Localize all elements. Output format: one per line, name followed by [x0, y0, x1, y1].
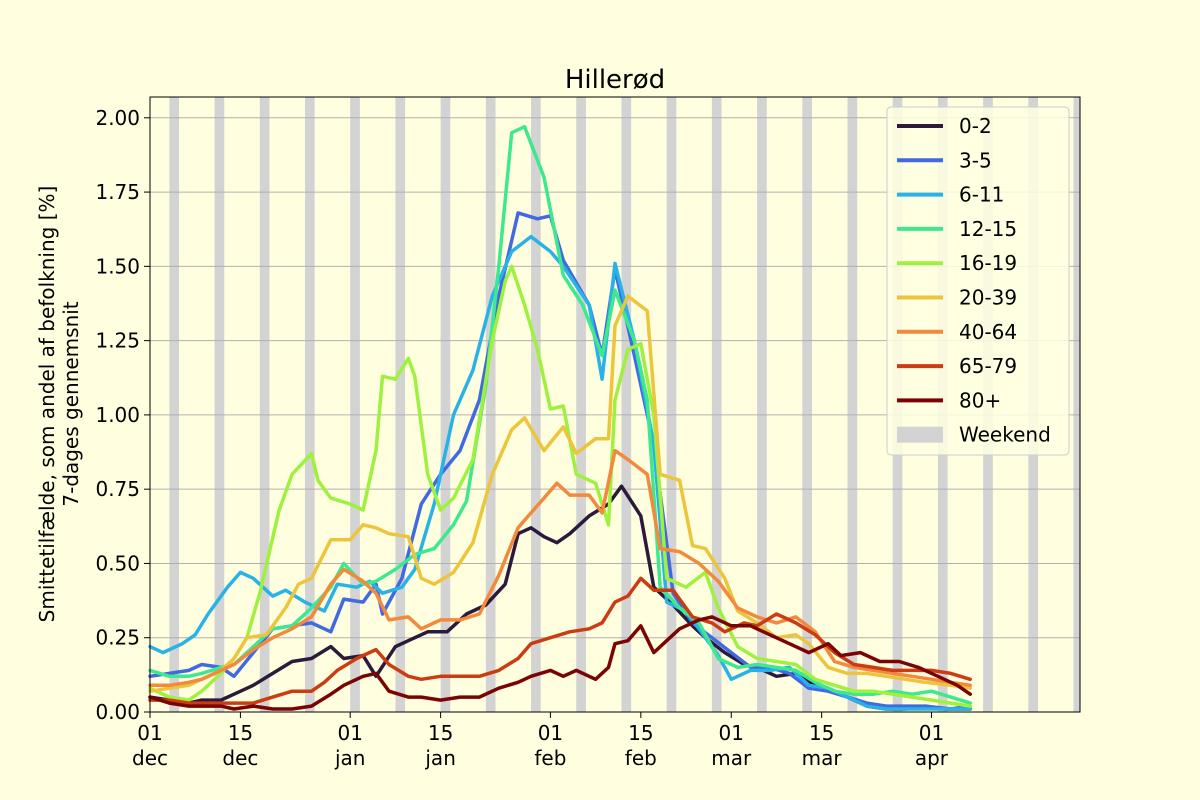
- x-tick-day-label: 01: [337, 721, 362, 745]
- legend-label-20-39: 20-39: [959, 286, 1017, 310]
- weekend-band: [395, 97, 406, 712]
- x-tick-day-label: 01: [538, 721, 563, 745]
- series-line-6-11: [148, 234, 972, 711]
- weekend-band: [169, 97, 180, 712]
- y-tick-label: 0.25: [95, 626, 140, 650]
- legend-label-0-2: 0-2: [959, 114, 992, 138]
- x-tick-day-label: 15: [228, 721, 253, 745]
- series-line-65-79: [148, 576, 972, 705]
- weekend-band: [847, 97, 858, 712]
- weekend-band: [1073, 97, 1080, 712]
- legend: 0-2 3-5 6-11 12-15 16-19 20-39 40-64 65-79 80+ We…: [886, 106, 1070, 456]
- x-tick-day-label: 15: [809, 721, 834, 745]
- legend-label-6-11: 6-11: [959, 183, 1004, 207]
- x-tick-day-label: 01: [919, 721, 944, 745]
- x-tick-month-label: jan: [424, 746, 456, 770]
- y-tick-label: 1.00: [95, 403, 140, 427]
- weekend-band: [621, 97, 632, 712]
- weekend-band: [440, 97, 451, 712]
- y-axis-title: Smittetilfælde, som andel af befolkning …: [35, 186, 83, 623]
- x-tick-month-label: feb: [534, 746, 566, 770]
- plot-frame: [149, 96, 1081, 713]
- y-tick-label: 1.25: [95, 329, 140, 353]
- y-tick-label: 0.75: [95, 477, 140, 501]
- legend-label-80+: 80+: [959, 388, 1001, 412]
- y-tick-label: 1.75: [95, 180, 140, 204]
- x-tick-month-label: dec: [132, 746, 168, 770]
- chart-title: Hillerød: [565, 65, 665, 95]
- y-tick-label: 0.50: [95, 551, 140, 575]
- legend-swatch-weekend: [897, 426, 943, 443]
- x-tick-day-label: 01: [719, 721, 744, 745]
- legend-label-12-15: 12-15: [959, 217, 1017, 241]
- weekend-band: [259, 97, 270, 712]
- legend-label-65-79: 65-79: [959, 354, 1017, 378]
- legend-label-3-5: 3-5: [959, 148, 992, 172]
- weekend-band: [485, 97, 496, 712]
- x-tick-month-label: jan: [334, 746, 366, 770]
- weekend-band: [214, 97, 225, 712]
- x-tick-day-label: 15: [428, 721, 453, 745]
- series-line-12-15: [148, 124, 972, 705]
- y-axis: 0.00 0.25 0.50 0.75 1.00 1.25 1.50 1.75 2.00: [95, 106, 150, 724]
- x-tick-month-label: mar: [711, 746, 752, 770]
- weekend-band: [350, 97, 360, 712]
- x-tick-day-label: 15: [628, 721, 653, 745]
- x-tick-day-label: 01: [137, 721, 162, 745]
- y-axis-title-line2: 7-dages gennemsnit: [59, 301, 83, 506]
- series-lines: [148, 124, 972, 711]
- y-tick-label: 1.50: [95, 254, 140, 278]
- x-axis: 01dec15dec01jan15jan01feb15feb01mar15mar…: [132, 712, 949, 770]
- x-tick-month-label: apr: [915, 746, 949, 770]
- x-tick-month-label: dec: [222, 746, 258, 770]
- x-tick-month-label: feb: [625, 746, 657, 770]
- y-tick-label: 2.00: [95, 106, 140, 130]
- weekend-band: [305, 97, 315, 712]
- weekend-band: [666, 97, 677, 712]
- weekend-band: [802, 97, 812, 712]
- weekend-band: [711, 97, 722, 712]
- legend-label-16-19: 16-19: [959, 251, 1017, 275]
- series-line-0-2: [148, 484, 972, 711]
- legend-label-40-64: 40-64: [959, 320, 1017, 344]
- y-axis-title-line1: Smittetilfælde, som andel af befolkning …: [35, 186, 59, 623]
- x-tick-month-label: mar: [802, 746, 843, 770]
- legend-label-weekend: Weekend: [959, 423, 1051, 447]
- weekend-band: [531, 97, 541, 712]
- y-tick-label: 0.00: [95, 700, 140, 724]
- weekend-band: [576, 97, 586, 712]
- series-line-16-19: [148, 264, 972, 708]
- weekend-band: [757, 97, 767, 712]
- legend-items: 0-2 3-5 6-11 12-15 16-19 20-39 40-64 65-79 80+ We…: [897, 114, 1051, 447]
- series-line-80+: [148, 615, 972, 711]
- series-line-20-39: [148, 294, 972, 693]
